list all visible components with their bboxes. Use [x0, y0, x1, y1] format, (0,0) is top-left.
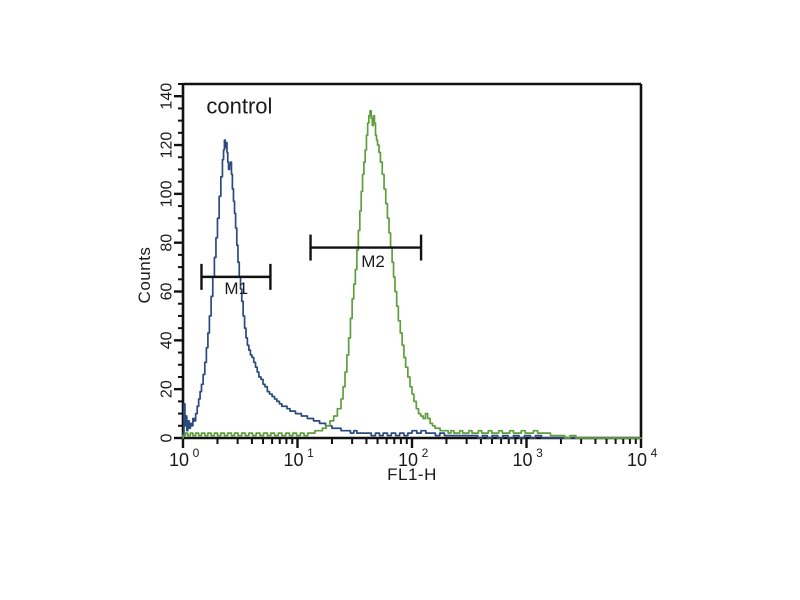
x-axis-ticks: [181, 438, 643, 448]
x-tick-label: 10 4: [627, 446, 658, 470]
series-layer: [182, 110, 642, 439]
m1-label: M1: [224, 279, 248, 298]
x-tick-label-exponent: 1: [307, 446, 314, 460]
x-tick-label-exponent: 0: [193, 446, 200, 460]
x-tick-label-exponent: 4: [651, 446, 658, 460]
x-axis-tick-labels: 10 0 10 1 10 2 10 3 10 4: [169, 446, 658, 470]
x-tick-label-exponent: 2: [422, 446, 429, 460]
y-tick-label: 60: [159, 283, 176, 301]
y-axis-label: Counts: [135, 247, 154, 304]
series-curve-sample: [182, 110, 642, 439]
y-tick-label: 100: [159, 180, 176, 207]
y-tick-label: 140: [159, 83, 176, 110]
x-tick-label-mantissa: 10: [283, 450, 303, 470]
y-tick-label: 0: [159, 433, 176, 442]
x-tick-label-mantissa: 10: [627, 450, 647, 470]
x-tick-label: 10 3: [512, 446, 543, 470]
x-tick-label: 10 0: [169, 446, 200, 470]
x-tick-label-exponent: 3: [536, 446, 543, 460]
y-axis-ticks: [174, 83, 183, 440]
y-tick-label: 40: [159, 331, 176, 349]
x-tick-label-mantissa: 10: [512, 450, 532, 470]
series-curve-control: [182, 139, 642, 439]
range-marker-layer: [200, 234, 423, 290]
range-marker-M1: [200, 263, 272, 290]
annotation-layer: control M1 M2: [206, 93, 384, 298]
x-tick-label-mantissa: 10: [398, 450, 418, 470]
m2-label: M2: [361, 252, 385, 271]
x-tick-label: 10 1: [283, 446, 314, 470]
y-tick-label: 20: [159, 380, 176, 398]
control-label: control: [206, 93, 272, 118]
y-tick-label: 80: [159, 234, 176, 252]
y-axis-tick-labels: 0 20 40 60 80 100 120 140: [159, 83, 176, 443]
x-tick-label-mantissa: 10: [169, 450, 189, 470]
y-tick-label: 120: [159, 132, 176, 159]
x-axis-label: FL1-H: [387, 465, 437, 484]
x-tick-label: 10 2: [398, 446, 429, 470]
range-marker-M2: [309, 234, 423, 261]
